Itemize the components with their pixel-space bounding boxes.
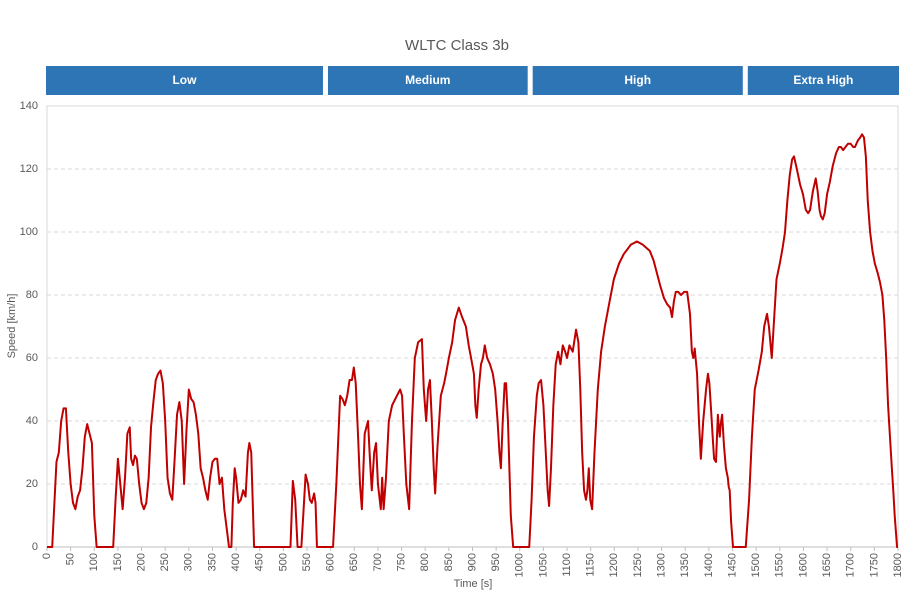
phase-bar (532, 66, 743, 95)
x-tick-label: 750 (395, 553, 407, 571)
x-tick-label: 1450 (726, 553, 738, 577)
x-tick-label: 600 (325, 553, 337, 571)
x-tick-label: 1650 (821, 553, 833, 577)
y-tick-label: 120 (20, 163, 38, 175)
x-tick-label: 1400 (703, 553, 715, 577)
x-tick-label: 1600 (797, 553, 809, 577)
x-tick-label: 850 (443, 553, 455, 571)
phase-bar (747, 66, 899, 95)
x-tick-label: 350 (206, 553, 218, 571)
y-tick-label: 100 (20, 226, 38, 238)
x-tick-label: 550 (301, 553, 313, 571)
phase-bar (327, 66, 528, 95)
x-tick-label: 1050 (537, 553, 549, 577)
x-tick-label: 100 (88, 553, 100, 571)
x-axis-title: Time [s] (454, 578, 493, 590)
speed-line (47, 133, 899, 548)
x-tick-label: 950 (490, 553, 502, 571)
y-tick-label: 0 (32, 541, 38, 553)
y-tick-label: 20 (26, 478, 38, 490)
x-tick-label: 0 (41, 553, 53, 559)
phase-label: Medium (405, 73, 450, 87)
x-tick-label: 1800 (892, 553, 904, 577)
x-tick-label: 300 (183, 553, 195, 571)
x-tick-label: 1150 (585, 553, 597, 577)
phase-label: Low (172, 73, 197, 87)
x-tick-label: 900 (466, 553, 478, 571)
x-tick-label: 500 (277, 553, 289, 571)
x-tick-label: 250 (159, 553, 171, 571)
x-tick-label: 200 (135, 553, 147, 571)
y-tick-label: 60 (26, 352, 38, 364)
phase-bar (46, 66, 323, 95)
x-tick-label: 50 (65, 553, 77, 565)
x-tick-label: 650 (348, 553, 360, 571)
x-tick-label: 700 (372, 553, 384, 571)
x-tick-label: 1000 (514, 553, 526, 577)
x-tick-label: 1100 (561, 553, 573, 577)
phase-label: High (624, 73, 651, 87)
x-tick-label: 1350 (679, 553, 691, 577)
y-axis-title: Speed [km/h] (6, 294, 18, 359)
x-tick-label: 400 (230, 553, 242, 571)
x-tick-label: 450 (254, 553, 266, 571)
x-tick-label: 1250 (632, 553, 644, 577)
x-tick-label: 1300 (656, 553, 668, 577)
chart-title: WLTC Class 3b (405, 37, 509, 54)
plot-frame (46, 105, 899, 548)
x-tick-label: 1200 (608, 553, 620, 577)
x-tick-label: 1750 (868, 553, 880, 577)
x-tick-label: 1700 (845, 553, 857, 577)
x-tick-label: 800 (419, 553, 431, 571)
y-tick-label: 140 (20, 100, 38, 112)
y-tick-label: 40 (26, 415, 38, 427)
x-tick-label: 150 (112, 553, 124, 571)
y-tick-label: 80 (26, 289, 38, 301)
x-tick-label: 1500 (750, 553, 762, 577)
x-tick-label: 1550 (774, 553, 786, 577)
phase-label: Extra High (793, 73, 853, 87)
